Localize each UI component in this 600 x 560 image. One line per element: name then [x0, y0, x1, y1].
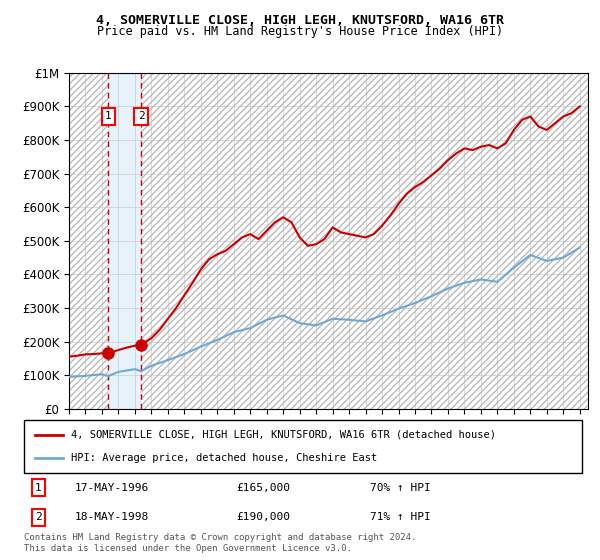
Text: Price paid vs. HM Land Registry's House Price Index (HPI): Price paid vs. HM Land Registry's House …: [97, 25, 503, 38]
Bar: [141, 73, 588, 409]
Bar: [69, 73, 108, 409]
Text: 1: 1: [105, 111, 112, 122]
FancyBboxPatch shape: [24, 420, 582, 473]
Text: 2: 2: [138, 111, 145, 122]
Text: 18-MAY-1998: 18-MAY-1998: [74, 512, 148, 522]
Text: 71% ↑ HPI: 71% ↑ HPI: [370, 512, 431, 522]
Bar: [108, 73, 141, 409]
Bar: [69, 73, 108, 409]
Text: £190,000: £190,000: [236, 512, 290, 522]
Text: 4, SOMERVILLE CLOSE, HIGH LEGH, KNUTSFORD, WA16 6TR (detached house): 4, SOMERVILLE CLOSE, HIGH LEGH, KNUTSFOR…: [71, 430, 496, 440]
Text: 2: 2: [35, 512, 42, 522]
Text: 17-MAY-1996: 17-MAY-1996: [74, 483, 148, 493]
Text: 4, SOMERVILLE CLOSE, HIGH LEGH, KNUTSFORD, WA16 6TR: 4, SOMERVILLE CLOSE, HIGH LEGH, KNUTSFOR…: [96, 14, 504, 27]
Text: 1: 1: [35, 483, 42, 493]
Text: £165,000: £165,000: [236, 483, 290, 493]
Text: Contains HM Land Registry data © Crown copyright and database right 2024.
This d: Contains HM Land Registry data © Crown c…: [24, 533, 416, 553]
Text: HPI: Average price, detached house, Cheshire East: HPI: Average price, detached house, Ches…: [71, 453, 377, 463]
Text: 70% ↑ HPI: 70% ↑ HPI: [370, 483, 431, 493]
